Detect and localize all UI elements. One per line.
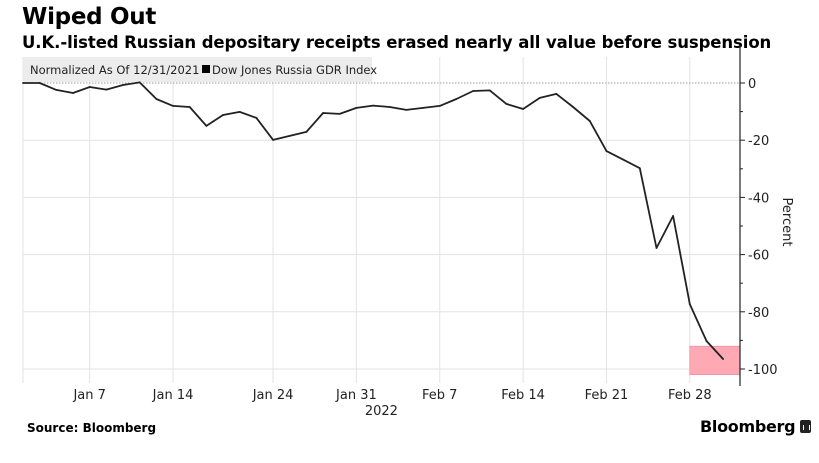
y-axis-label: Percent	[779, 198, 794, 247]
data-point	[438, 104, 441, 107]
data-point	[72, 92, 74, 94]
data-point	[655, 247, 658, 249]
data-point	[372, 104, 374, 107]
y-tick-label: -100	[748, 363, 778, 378]
x-tick-label: Feb 14	[501, 388, 545, 403]
year-label: 2022	[365, 404, 398, 419]
data-point	[505, 102, 508, 105]
x-tick-label: Feb 28	[668, 388, 712, 403]
brand-text: Bloomberg	[700, 417, 796, 436]
y-tick-label: -40	[748, 191, 769, 206]
data-point	[405, 108, 408, 111]
legend: Normalized As Of 12/31/2021 Dow Jones Ru…	[23, 57, 377, 82]
data-point	[622, 158, 625, 161]
data-point	[222, 114, 224, 116]
data-point	[688, 303, 691, 305]
x-tick-label: Feb 7	[422, 388, 457, 403]
data-point	[472, 90, 474, 92]
grid	[22, 57, 740, 383]
data-point	[555, 92, 558, 95]
data-point	[38, 82, 41, 84]
data-point	[322, 112, 324, 114]
x-tick-label: Feb 21	[585, 388, 629, 403]
legend-background	[23, 57, 372, 82]
legend-series-label: Dow Jones Russia GDR Index	[212, 63, 377, 77]
legend-swatch	[202, 65, 210, 73]
data-point	[272, 139, 274, 141]
data-point	[388, 106, 391, 108]
y-tick-label: 0	[748, 77, 756, 92]
highlight-box	[689, 345, 741, 375]
x-tick-label: Jan 31	[335, 388, 377, 403]
data-point	[172, 104, 174, 107]
data-point	[522, 108, 524, 110]
data-point	[22, 82, 24, 84]
y-tick-label: -20	[748, 134, 769, 149]
data-point	[488, 89, 491, 92]
data-point	[588, 120, 591, 122]
data-point	[288, 135, 291, 137]
data-point	[88, 86, 91, 88]
data-point	[122, 84, 124, 86]
data-point	[605, 150, 608, 152]
x-tick-label: Jan 24	[252, 388, 294, 403]
chart-title: Wiped Out	[22, 4, 157, 30]
y-tick-label: -60	[748, 249, 769, 264]
legend-note: Normalized As Of 12/31/2021	[30, 63, 199, 77]
data-point	[355, 106, 358, 109]
data-point	[238, 110, 241, 113]
y-ticks: 0 -20 -40 -60 -80 -100	[740, 77, 778, 378]
x-tick-label: Jan 14	[152, 388, 194, 403]
data-point	[638, 167, 641, 170]
series-line	[23, 81, 724, 360]
chart-subtitle: U.K.-listed Russian depositary receipts …	[22, 33, 772, 52]
x-ticks: Jan 7 Jan 14 Jan 24 Jan 31 Feb 7 Feb 14 Feb 21…	[72, 388, 711, 403]
data-point	[572, 106, 575, 108]
data-point	[705, 340, 708, 342]
x-tick-label: Jan 7	[72, 388, 105, 403]
data-point	[722, 358, 725, 360]
data-point	[155, 98, 158, 100]
data-point	[255, 116, 258, 119]
source-note: Source: Bloomberg	[27, 421, 157, 435]
y-tick-label: -80	[748, 306, 769, 321]
data-point	[538, 96, 541, 99]
data-point	[422, 106, 424, 109]
data-point	[305, 131, 308, 133]
data-point	[188, 106, 191, 108]
data-point	[138, 81, 141, 84]
data-point	[55, 88, 58, 91]
data-point	[672, 215, 675, 217]
data-point	[455, 98, 458, 100]
data-points	[22, 81, 725, 360]
data-point	[105, 88, 108, 91]
data-point	[338, 112, 341, 115]
bloomberg-chart-icon	[800, 420, 812, 433]
bloomberg-logo: Bloomberg	[700, 417, 812, 436]
data-point	[205, 125, 208, 127]
